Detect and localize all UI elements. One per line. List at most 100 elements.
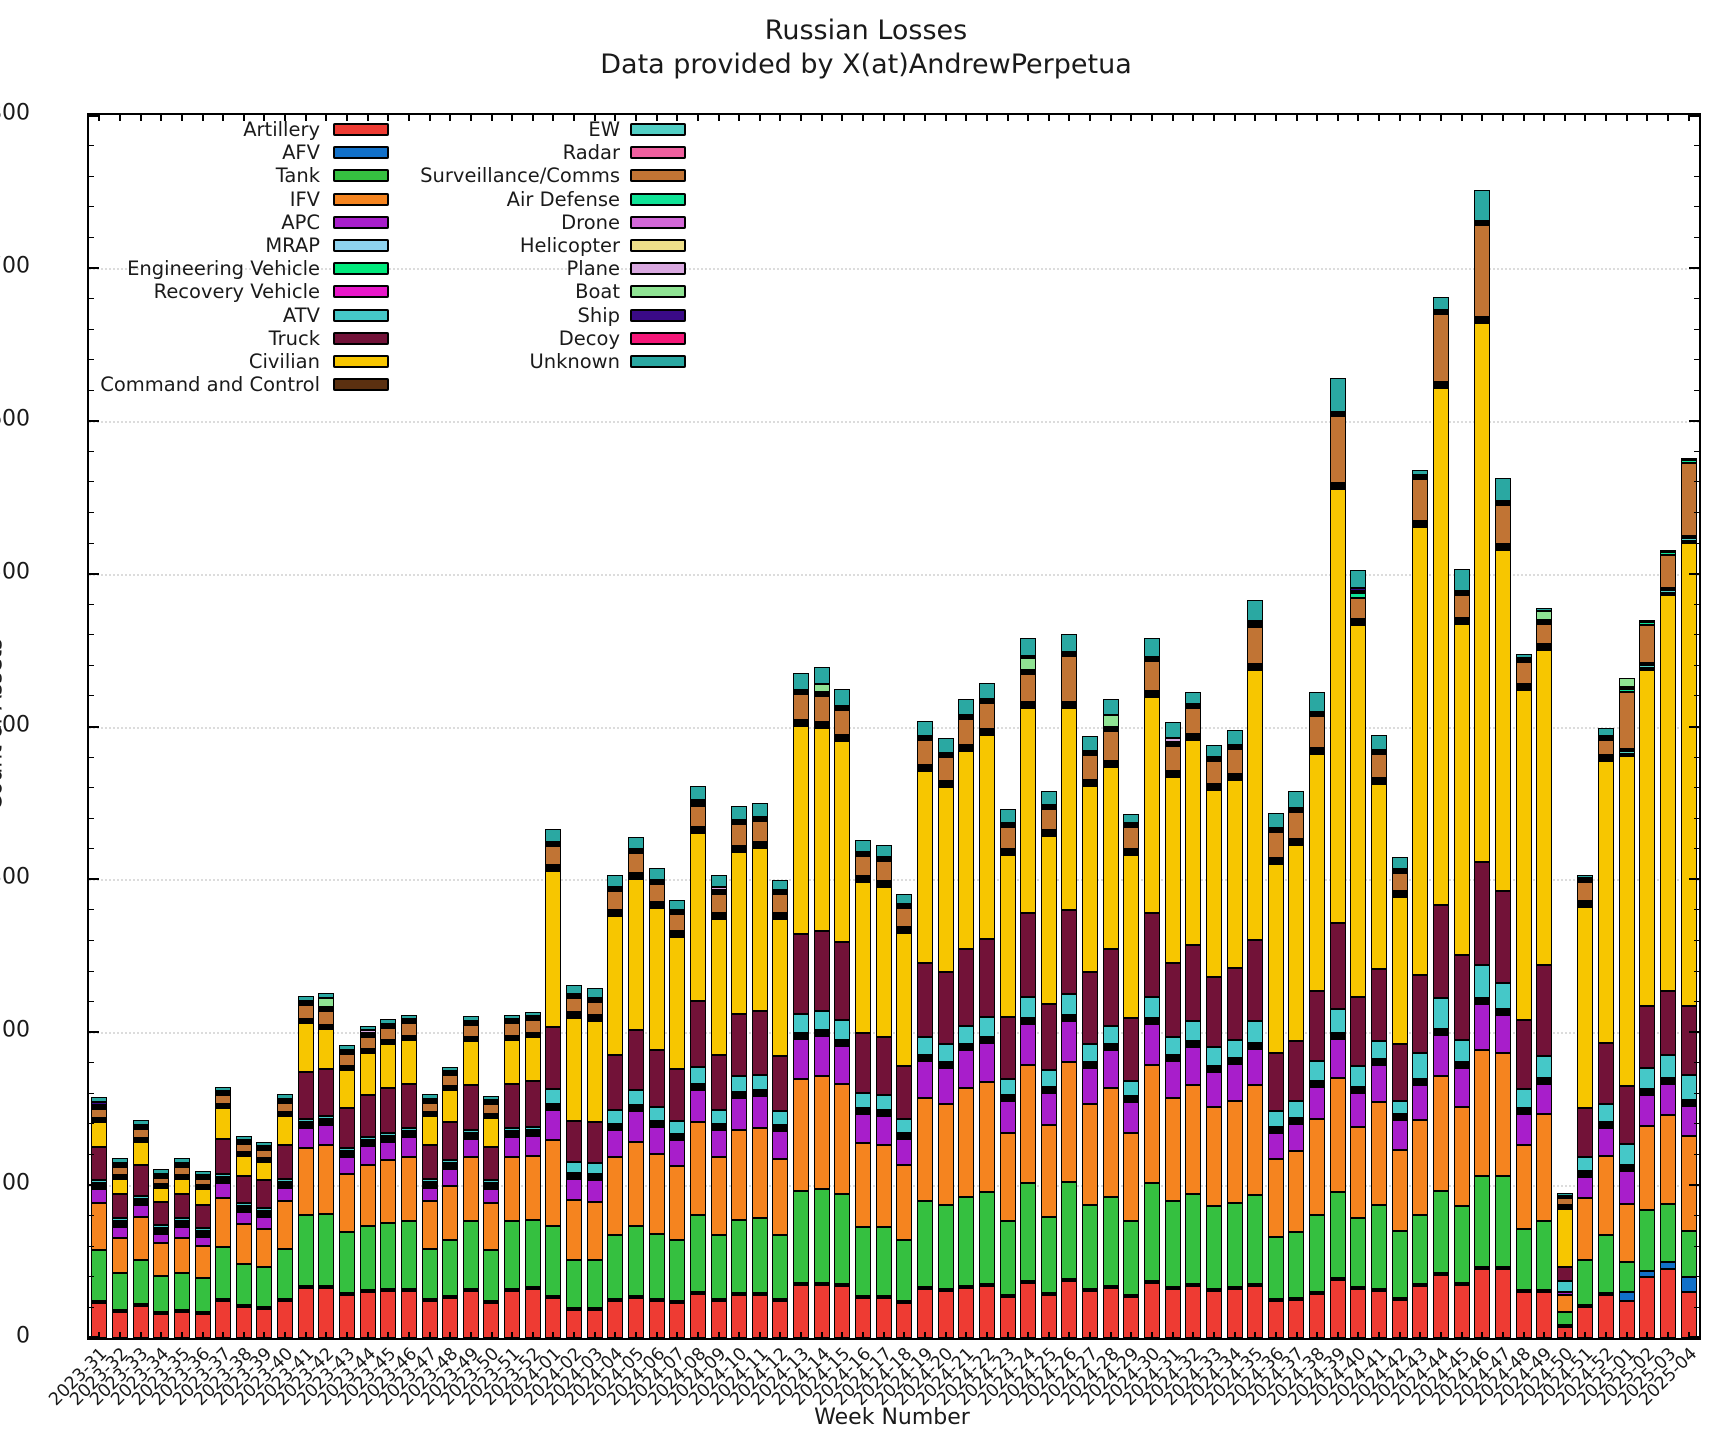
bar-segment-ew (834, 737, 851, 740)
x-tick (696, 1332, 699, 1338)
bar-segment-surveillance-comms (1432, 313, 1449, 383)
bar-segment-mrap (1618, 1169, 1635, 1172)
bar-segment-afv (1598, 1293, 1615, 1296)
stacked-bar-2024-23 (999, 809, 1016, 1338)
bar-segment-drone (710, 890, 727, 893)
x-tick (738, 1332, 741, 1338)
bar-segment-tank (1556, 1311, 1573, 1326)
bar-segment-recovery-vehicle (1536, 1077, 1553, 1080)
bar-segment-engineering-vehicle (1412, 1081, 1429, 1084)
bar-segment-mrap (421, 1185, 438, 1188)
bar-segment-command-and-control (1371, 782, 1388, 785)
bar-segment-surveillance-comms (896, 908, 913, 927)
bar-segment-mrap (1680, 1103, 1697, 1106)
bar-segment-surveillance-comms (359, 1037, 376, 1050)
bar-segment-afv (1040, 1293, 1057, 1296)
gridline-700 (89, 267, 1699, 270)
y-minor-tick (1694, 481, 1699, 483)
bar-segment-engineering-vehicle (339, 1153, 355, 1156)
bar-segment-engineering-vehicle (111, 1223, 128, 1226)
bar-segment-civilian (1164, 776, 1181, 964)
bar-segment-mrap (194, 1234, 211, 1237)
bar-segment-unknown (215, 1086, 232, 1092)
x-tick (118, 1332, 121, 1338)
bar-segment-surveillance-comms (504, 1023, 521, 1036)
y-minor-tick (89, 450, 94, 452)
legend-swatch-decoy (630, 331, 686, 345)
bar-segment-afv (1536, 1290, 1553, 1293)
stacked-bar-2024-31 (1164, 722, 1181, 1338)
stacked-bar-2024-20 (937, 737, 954, 1338)
y-minor-tick (1694, 145, 1699, 147)
bar-segment-afv (1515, 1290, 1532, 1293)
bar-segment-apc (297, 1128, 314, 1148)
bar-segment-civilian (1598, 761, 1615, 1043)
bar-slot-2024-37 (1286, 115, 1307, 1338)
bar-segment-civilian (1040, 836, 1057, 1005)
bar-segment-truck (545, 1027, 562, 1089)
bar-segment-truck (1660, 991, 1677, 1056)
bar-segment-tank (153, 1276, 170, 1312)
bar-segment-air-defense (834, 707, 851, 710)
bar-segment-tank (1598, 1235, 1615, 1294)
bar-segment-ifv (1515, 1144, 1532, 1229)
x-tick (1543, 1332, 1546, 1338)
bar-segment-ifv (710, 1157, 727, 1236)
y-minor-tick (1694, 1092, 1699, 1094)
bar-segment-radar (731, 845, 748, 848)
bar-segment-drone (875, 856, 892, 859)
bar-segment-surveillance-comms (1164, 746, 1181, 771)
bar-segment-radar (1618, 748, 1635, 751)
bar-segment-engineering-vehicle (462, 1134, 479, 1137)
bar-segment-atv (504, 1128, 521, 1132)
bar-segment-civilian (1247, 669, 1264, 941)
x-tick (841, 115, 844, 121)
bar-slot-2023-43 (337, 115, 358, 1338)
bar-segment-afv (215, 1299, 232, 1302)
bar-segment-apc (1432, 1034, 1449, 1077)
y-minor-tick (89, 1215, 94, 1217)
bar-segment-civilian (462, 1041, 479, 1086)
bar-segment-apc (1061, 1021, 1078, 1063)
bar-segment-artillery (916, 1289, 933, 1338)
bar-segment-apc (793, 1039, 810, 1080)
bar-segment-surveillance-comms (1536, 623, 1553, 644)
bar-segment-surveillance-comms (751, 821, 768, 843)
bar-segment-tank (1040, 1216, 1057, 1294)
chart-title-block: Russian Losses Data provided by X(at)And… (0, 14, 1732, 82)
bar-segment-mrap (235, 1210, 252, 1213)
bar-segment-drone (834, 705, 851, 708)
bar-segment-ew (1432, 384, 1449, 387)
bar-segment-engineering-vehicle (1309, 1082, 1326, 1085)
bar-slot-2024-21 (956, 115, 977, 1338)
x-tick (160, 115, 163, 121)
bar-segment-afv (1226, 1287, 1243, 1290)
bar-segment-radar (607, 909, 624, 912)
bar-segment-civilian (91, 1122, 108, 1147)
bar-segment-apc (442, 1169, 459, 1187)
bar-segment-command-and-control (1061, 705, 1078, 708)
legend-swatch-tank (333, 169, 389, 183)
bar-segment-ew (421, 1112, 438, 1115)
bar-segment-ew (813, 723, 830, 726)
bar-segment-radar (751, 842, 768, 845)
bar-segment-unknown (111, 1158, 128, 1164)
bar-segment-afv (132, 1303, 149, 1306)
y-minor-tick (89, 940, 94, 942)
bar-segment-engineering-vehicle (751, 1092, 768, 1095)
bar-segment-civilian (194, 1189, 211, 1205)
bar-segment-truck (1391, 1044, 1408, 1101)
bar-segment-ew (1618, 750, 1635, 754)
bar-segment-recovery-vehicle (813, 1030, 830, 1033)
x-tick (1625, 1332, 1628, 1338)
y-minor-tick (1694, 236, 1699, 238)
bar-segment-truck (1144, 912, 1160, 997)
bar-segment-command-and-control (1185, 737, 1202, 740)
bar-segment-recovery-vehicle (1164, 1054, 1181, 1057)
bar-segment-tank (566, 1259, 583, 1309)
bar-segment-surveillance-comms (1556, 1197, 1573, 1206)
bar-segment-radar (1309, 747, 1326, 750)
bar-segment-radar (1515, 683, 1532, 686)
bar-segment-tank (545, 1225, 562, 1297)
bar-segment-afv (1350, 1287, 1367, 1290)
